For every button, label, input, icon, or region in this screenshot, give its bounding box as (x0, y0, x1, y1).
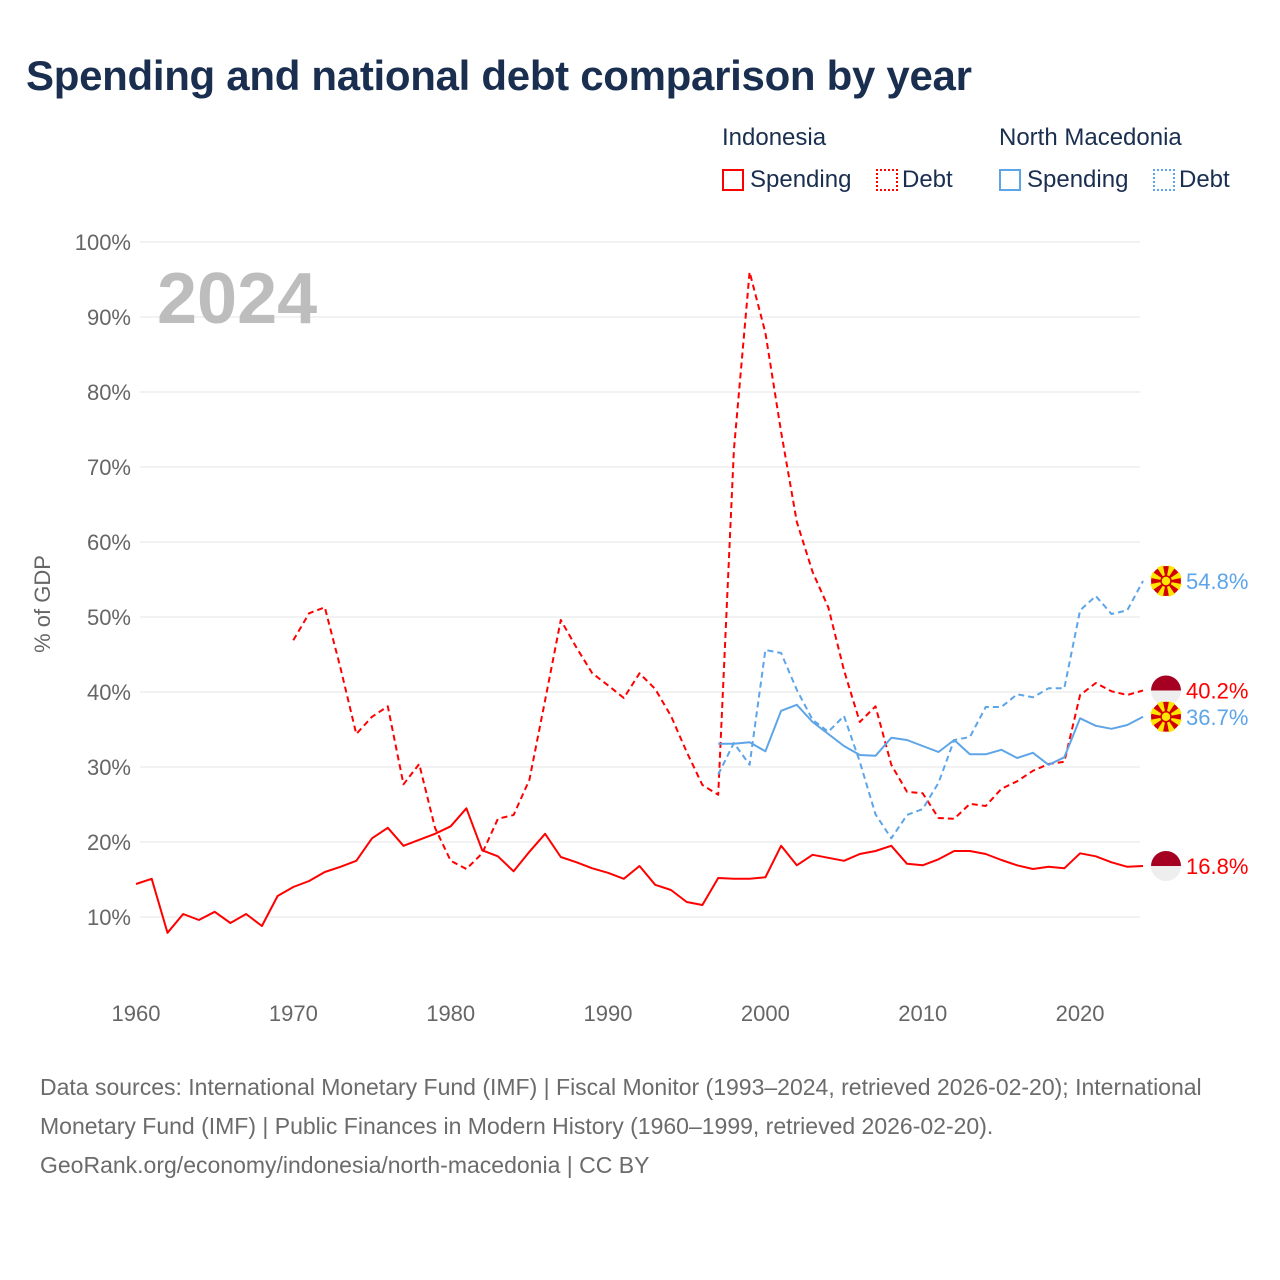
north-macedonia-flag-icon (1150, 701, 1182, 733)
legend-swatch-dotted (876, 169, 898, 191)
y-tick-label: 50% (87, 605, 131, 630)
year-watermark: 2024 (157, 259, 317, 339)
end-value-label: 40.2% (1186, 679, 1248, 704)
x-tick-label: 2000 (741, 1001, 790, 1026)
series-line-north-macedonia-debt (717, 580, 1144, 840)
x-tick-label: 1960 (112, 1001, 161, 1026)
series-line-indonesia-debt (292, 271, 1144, 870)
footer: Data sources: International Monetary Fun… (40, 1068, 1240, 1185)
legend-swatch-solid (722, 169, 744, 191)
series-line-north-macedonia-spending (718, 703, 1144, 766)
data-sources: Data sources: International Monetary Fun… (40, 1074, 1202, 1139)
legend-indonesia-debt[interactable]: Debt (876, 166, 953, 194)
legend-label: Debt (1179, 166, 1230, 193)
y-tick-label: 10% (87, 905, 131, 930)
credit-link[interactable]: GeoRank.org/economy/indonesia/north-mace… (40, 1152, 650, 1178)
x-tick-label: 2020 (1056, 1001, 1105, 1026)
y-tick-label: 90% (87, 305, 131, 330)
x-tick-label: 1970 (269, 1001, 318, 1026)
y-tick-label: 60% (87, 530, 131, 555)
x-tick-label: 1980 (426, 1001, 475, 1026)
end-value-label: 54.8% (1186, 569, 1248, 594)
chart-title: Spending and national debt comparison by… (26, 52, 972, 99)
y-tick-label: 30% (87, 755, 131, 780)
y-axis-label: % of GDP (30, 555, 55, 653)
legend-swatch-solid (999, 169, 1021, 191)
legend-label: Spending (750, 166, 852, 193)
x-tick-label: 1990 (584, 1001, 633, 1026)
x-tick-label: 2010 (898, 1001, 947, 1026)
end-value-label: 16.8% (1186, 854, 1248, 879)
legend-country-indonesia: Indonesia (722, 124, 827, 151)
legend-country-north-macedonia: North Macedonia (999, 124, 1182, 151)
y-tick-label: 20% (87, 830, 131, 855)
series-line-indonesia-spending (135, 807, 1144, 934)
legend-label: Spending (1027, 166, 1129, 193)
y-tick-label: 70% (87, 455, 131, 480)
legend-north-macedonia-spending[interactable]: Spending (999, 166, 1128, 194)
indonesia-flag-icon (1151, 675, 1181, 706)
indonesia-flag-icon (1151, 851, 1181, 881)
y-tick-label: 40% (87, 680, 131, 705)
legend-indonesia-spending[interactable]: Spending (722, 166, 851, 194)
end-value-label: 36.7% (1186, 705, 1248, 730)
y-tick-label: 100% (75, 230, 131, 255)
north-macedonia-flag-icon (1150, 565, 1182, 597)
legend-north-macedonia-debt[interactable]: Debt (1153, 166, 1230, 194)
y-tick-label: 80% (87, 380, 131, 405)
legend-swatch-dotted (1153, 169, 1175, 191)
legend-label: Debt (902, 166, 953, 193)
